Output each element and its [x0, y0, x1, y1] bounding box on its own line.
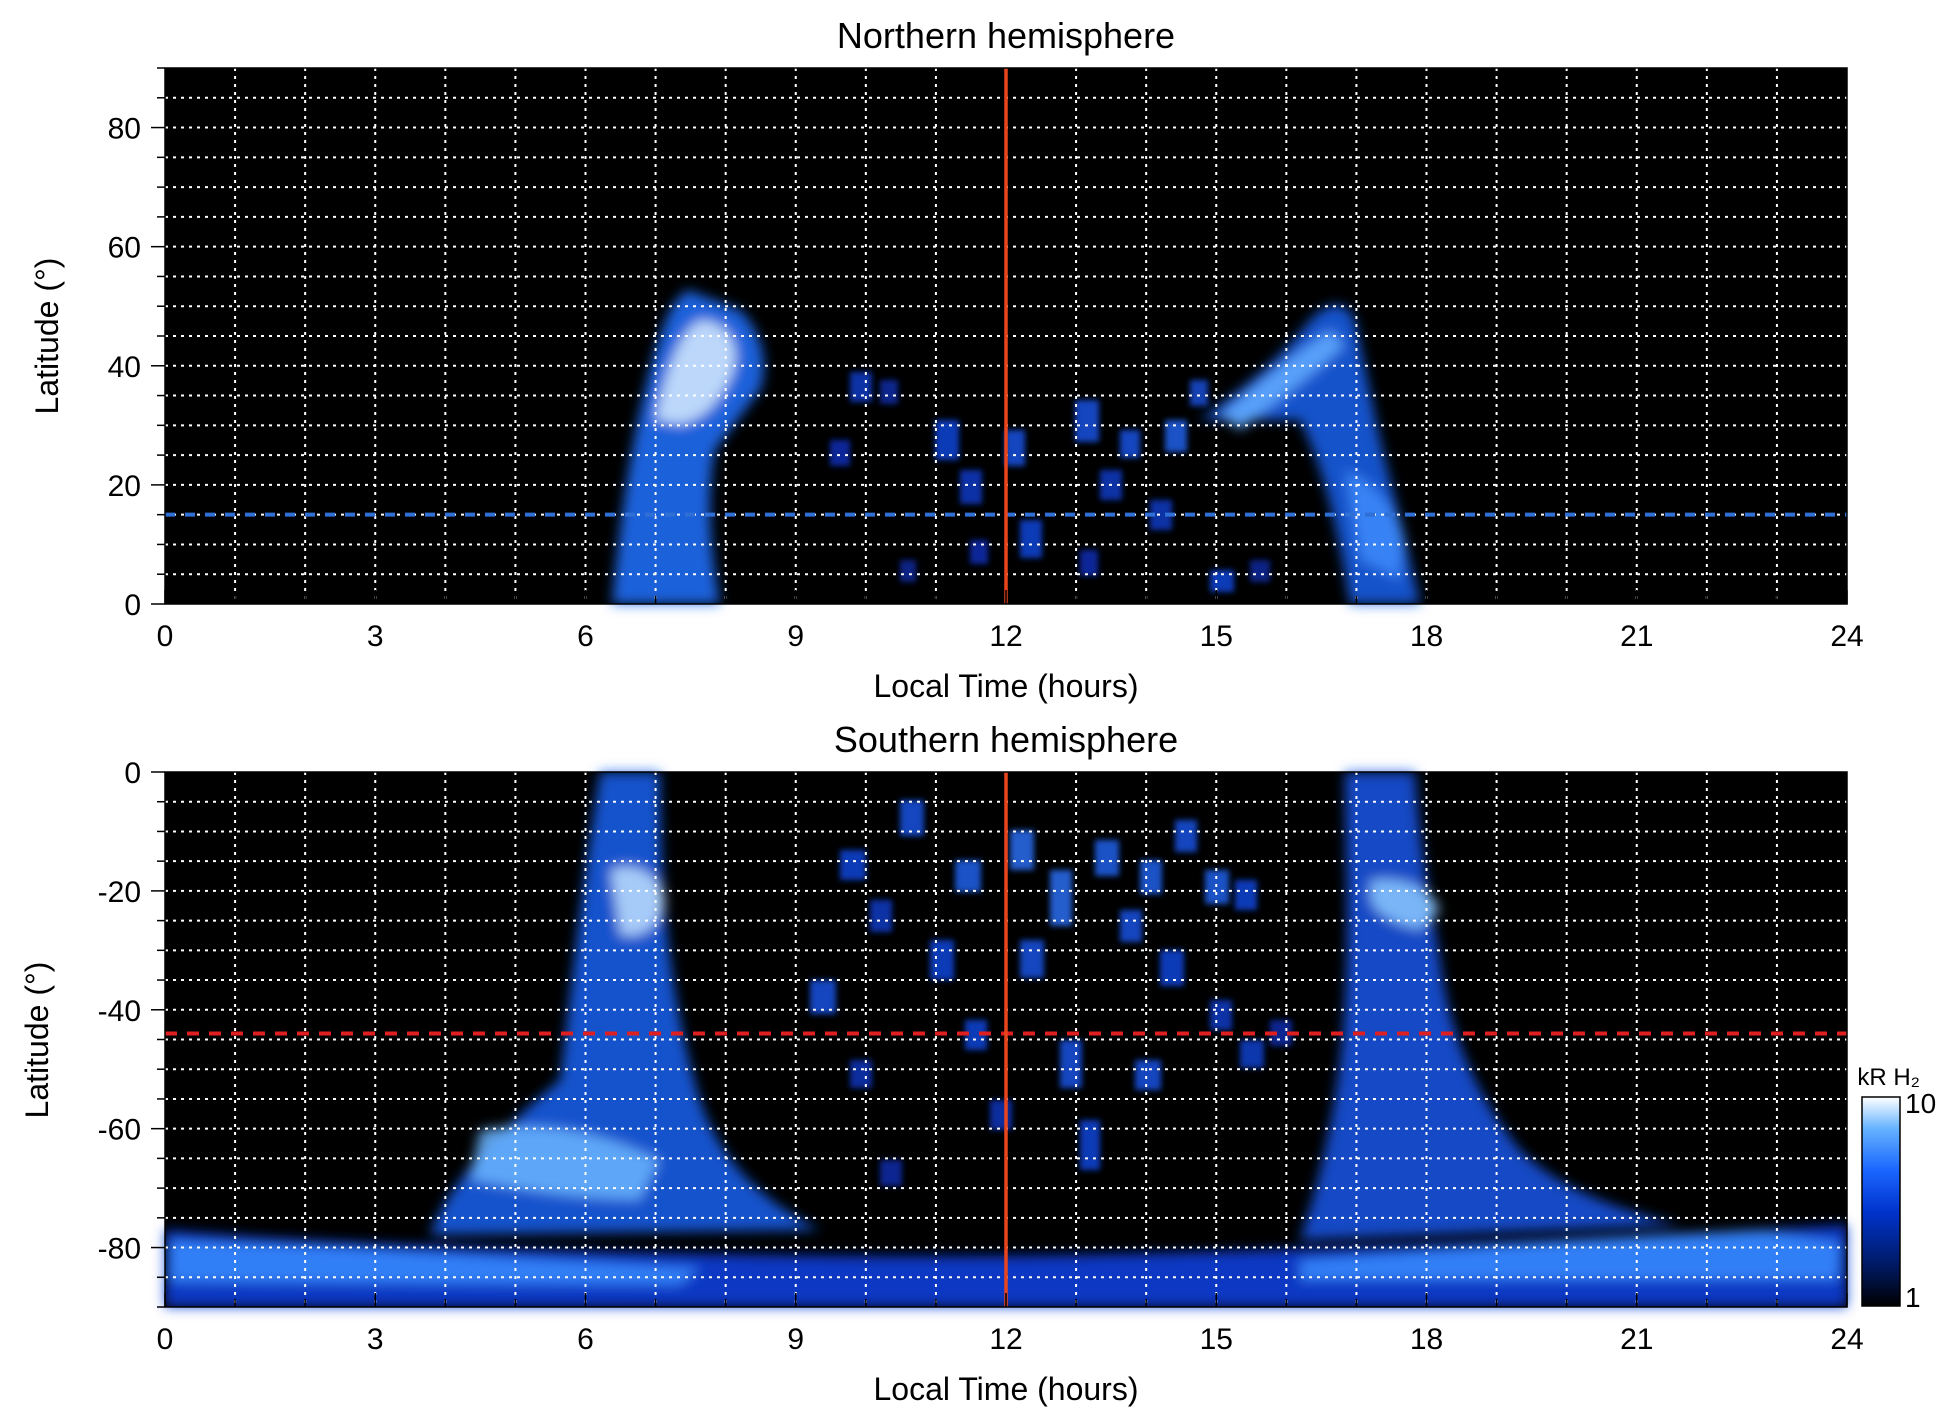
north-y-tick-label: 60: [108, 232, 141, 265]
panel-north: Northern hemisphere: [29, 15, 1864, 704]
south-y-tick-label: -20: [98, 876, 141, 909]
colorbar-gradient: [1861, 1096, 1901, 1307]
north-y-tick-label: 0: [124, 589, 141, 622]
south-ylabel: Latitude (°): [19, 962, 55, 1119]
south-dawn-region: [430, 772, 820, 1235]
south-x-tick-label: 12: [989, 1323, 1022, 1356]
south-xlabel: Local Time (hours): [874, 1371, 1139, 1407]
south-x-tick-label: 3: [367, 1323, 384, 1356]
south-y-tick-label: -80: [98, 1233, 141, 1266]
south-y-tick-label: -40: [98, 995, 141, 1028]
north-emission: [612, 290, 1420, 604]
south-title: Southern hemisphere: [834, 719, 1178, 760]
north-x-tick-label: 9: [787, 620, 804, 653]
colorbar-tick-max: 10: [1905, 1088, 1936, 1119]
south-x-tick-label: 15: [1200, 1323, 1233, 1356]
north-dusk-core: [1220, 330, 1345, 430]
north-y-tick-label: 40: [108, 351, 141, 384]
south-x-tick-label: 21: [1620, 1323, 1653, 1356]
north-y-tick-label: 20: [108, 470, 141, 503]
south-dawn-core: [610, 866, 665, 937]
north-x-tick-label: 12: [989, 620, 1022, 653]
north-x-tick-label: 24: [1830, 620, 1863, 653]
south-polar-band-bright-right: [1300, 1230, 1840, 1280]
south-y-axis: 0 -20 -40 -60 -80: [98, 757, 165, 1308]
north-x-tick-label: 18: [1410, 620, 1443, 653]
north-dusk-low: [1345, 470, 1405, 580]
north-title: Northern hemisphere: [837, 15, 1175, 56]
north-x-tick-label: 3: [367, 620, 384, 653]
panel-south: Southern hemisphere: [19, 719, 1864, 1407]
south-x-tick-label: 18: [1410, 1323, 1443, 1356]
colorbar-label: kR H₂: [1857, 1064, 1920, 1091]
north-ylabel: Latitude (°): [29, 258, 65, 415]
south-x-tick-label: 24: [1830, 1323, 1863, 1356]
south-x-tick-label: 0: [157, 1323, 174, 1356]
north-y-axis: 0 20 40 60 80: [108, 67, 165, 622]
south-y-tick-label: -60: [98, 1114, 141, 1147]
north-y-tick-label: 80: [108, 113, 141, 146]
south-polar-band-bright-left: [170, 1240, 700, 1285]
south-dawn-lower: [470, 1126, 660, 1200]
north-x-axis: 0 3 6 9 12 15 18 21 24: [157, 590, 1864, 653]
south-x-tick-label: 6: [577, 1323, 594, 1356]
north-dawn-core: [655, 320, 736, 425]
south-y-tick-label: 0: [124, 757, 141, 790]
north-x-tick-label: 0: [157, 620, 174, 653]
north-xlabel: Local Time (hours): [874, 668, 1139, 704]
south-x-axis: 0 3 6 9 12 15 18 21 24: [157, 1293, 1864, 1356]
colorbar: kR H₂ 10 1: [1857, 1064, 1936, 1313]
north-x-tick-label: 6: [577, 620, 594, 653]
colorbar-tick-min: 1: [1905, 1282, 1921, 1313]
north-x-tick-label: 21: [1620, 620, 1653, 653]
south-x-tick-label: 9: [787, 1323, 804, 1356]
north-x-tick-label: 15: [1200, 620, 1233, 653]
